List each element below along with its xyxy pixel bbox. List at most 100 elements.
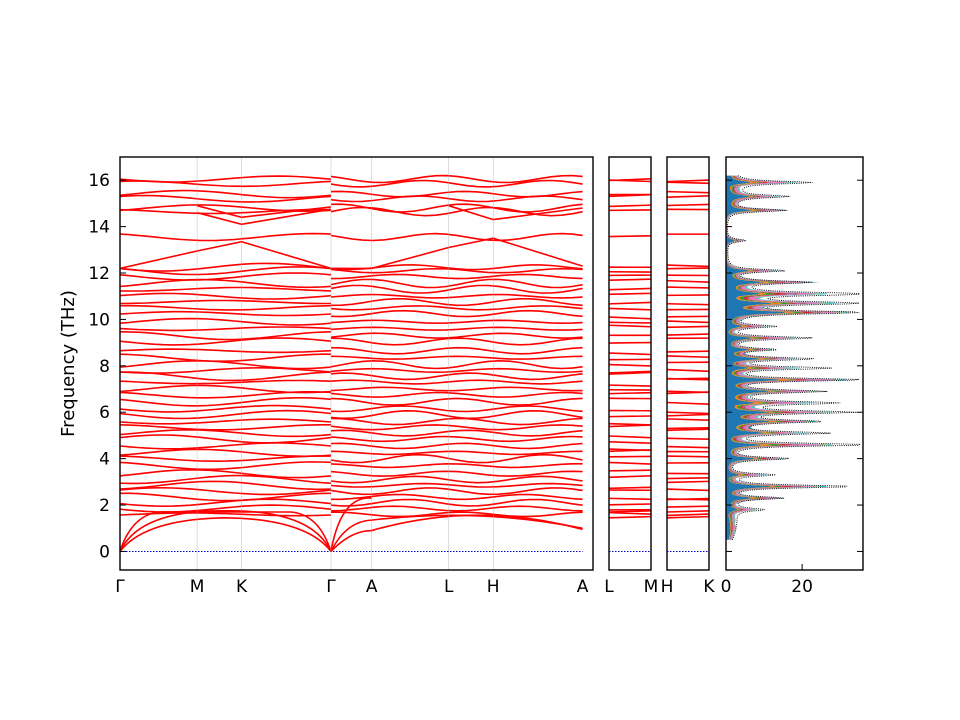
phonon-band [666,445,710,449]
phonon-band [330,273,583,280]
phonon-band [666,477,710,480]
phonon-band [666,194,710,198]
phonon-band [119,409,332,420]
phonon-band [330,397,583,406]
main-frame [119,156,594,571]
phonon-band [330,355,583,360]
phonon-band [330,195,583,203]
x-point-label-4: A [366,577,378,597]
phonon-band [120,304,332,311]
phonon-band [119,429,332,438]
phonon-band [330,359,583,370]
phonon-band [666,455,710,458]
phonon-band [331,493,583,501]
phonon-band [120,492,332,502]
x-point-label-3: Γ [326,577,336,597]
y-tick-label-3: 6 [99,403,110,423]
dos-x-tick-label-0: 0 [721,577,732,597]
phonon-band [119,397,332,407]
phonon-band [119,232,332,242]
phonon-band [330,391,583,398]
phonon-band [608,341,652,344]
x-point-label-0: L [604,577,614,597]
x-point-label-0: H [661,577,674,597]
phonon-band [330,203,583,213]
phonon-band [608,287,652,291]
phonon-band [666,418,710,422]
phonon-band [119,504,332,513]
phonon-band [119,326,332,332]
phonon-band [608,469,652,472]
phonon-band [119,434,332,444]
phonon-band [666,515,710,519]
phonon-band [330,498,583,507]
phonon-band [608,510,652,513]
phonon-band [119,292,332,300]
phonon-band [119,286,332,292]
phonon-band [608,435,652,439]
phonon-band [119,175,332,183]
phonon-band [666,413,710,417]
x-point-label-2: K [236,577,248,597]
phonon-band [330,435,583,443]
phonon-band [666,302,710,306]
phonon-band [330,332,583,339]
phonon-band [330,424,583,431]
phonon-band [608,292,652,296]
phonon-band [119,317,332,326]
x-point-label-7: A [577,577,589,597]
phonon-band [666,355,710,359]
phonon-band [119,337,332,346]
phonon-band [330,462,583,469]
phonon-band [666,179,710,183]
phonon-band [330,475,583,484]
phonon-band [330,190,583,198]
phonon-band [330,482,583,488]
phonon-band [608,370,652,374]
phonon-band [330,470,583,477]
phonon-band [330,379,583,385]
phonon-band [119,272,332,281]
phonon-band [608,179,652,183]
phonon-band [608,515,652,519]
phonon-band [119,448,332,458]
phonon-band [608,422,652,426]
y-tick-label-8: 16 [88,171,110,191]
segment-frame [666,156,710,571]
y-tick-label-5: 10 [88,310,110,330]
phonon-band [608,371,652,375]
phonon-band [330,284,583,294]
x-point-label-1: K [703,577,715,597]
phonon-band [608,511,652,516]
phonon-band [119,189,332,199]
phonon-band [119,299,331,305]
phonon-band [119,468,332,479]
phonon-band [666,437,710,441]
phonon-band [330,232,583,242]
phonon-band [330,386,583,392]
phonon-band [666,377,710,381]
phonon-band [608,415,652,418]
phonon-band [330,487,583,496]
phonon-band [666,203,710,207]
phonon-band [119,348,332,354]
phonon-band [666,426,710,430]
phonon-band [330,305,583,311]
phonon-band [119,331,332,341]
phonon-band [666,480,710,484]
phonon-band [119,240,332,270]
dos-frame [725,156,864,571]
phonon-band [608,384,652,387]
phonon-band [119,353,331,362]
main-axes: 0 2 4 6 8 10 12 14 16 Frequency (THz) [58,156,594,571]
phonon-band [119,424,331,431]
phonon-band [330,206,583,217]
phonon-band [608,503,652,506]
acoustic-branch [330,514,583,552]
phonon-band [330,174,583,184]
phonon-band [666,510,710,513]
phonon-band [330,179,583,188]
x-point-label-0: Γ [115,577,125,597]
